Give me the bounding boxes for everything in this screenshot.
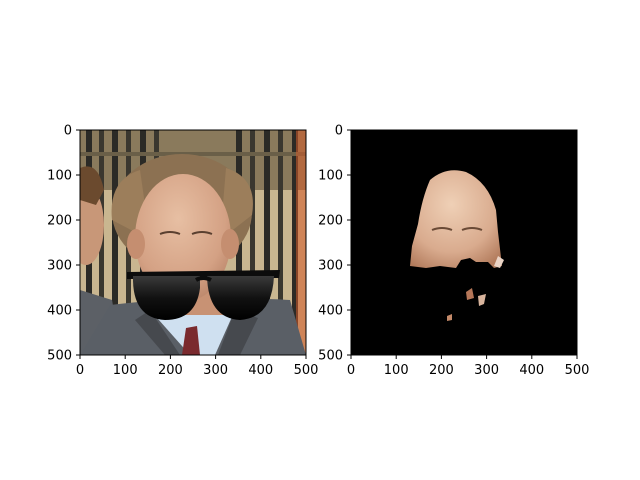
right-y-tick-label-0: 0 [335,124,343,139]
left-x-tick-label-4: 400 [248,363,273,378]
right-y-tick-label-4: 400 [318,304,343,319]
left-x-tick-label-5: 500 [294,363,319,378]
left-axes: 0 100 200 300 400 500 0 100 200 300 400 500 [47,124,318,379]
left-y-tick-label-5: 500 [47,349,72,364]
sunglasses [127,270,280,320]
right-y-tick-label-1: 100 [318,169,343,184]
left-x-tick-label-3: 300 [203,363,228,378]
left-y-tick-label-0: 0 [64,124,72,139]
right-x-tick-label-5: 500 [565,363,590,378]
left-x-tick-label-2: 200 [158,363,183,378]
left-ear [127,229,145,259]
right-y-tick-label-3: 300 [318,259,343,274]
right-x-tick-label-0: 0 [347,363,355,378]
left-y-tick-label-3: 300 [47,259,72,274]
left-x-tick-label-0: 0 [76,363,84,378]
left-image-panel [80,130,306,355]
right-y-tick-label-5: 500 [318,349,343,364]
left-axes-frame [79,129,307,356]
face [135,174,231,302]
right-x-tick-label-4: 400 [519,363,544,378]
left-y-tick-label-1: 100 [47,169,72,184]
right-y-tick-label-2: 200 [318,214,343,229]
right-x-tick-label-1: 100 [384,363,409,378]
right-x-tick-label-3: 300 [474,363,499,378]
right-x-tick-label-2: 200 [429,363,454,378]
right-ear [221,229,239,259]
left-y-tick-label-2: 200 [47,214,72,229]
right-axes: 0 100 200 300 400 500 0 100 200 300 400 500 [318,124,589,379]
left-y-tick-label-4: 400 [47,304,72,319]
skin-region [410,170,504,321]
right-axes-frame [350,129,578,356]
right-image-panel [351,130,577,355]
left-x-tick-label-1: 100 [113,363,138,378]
